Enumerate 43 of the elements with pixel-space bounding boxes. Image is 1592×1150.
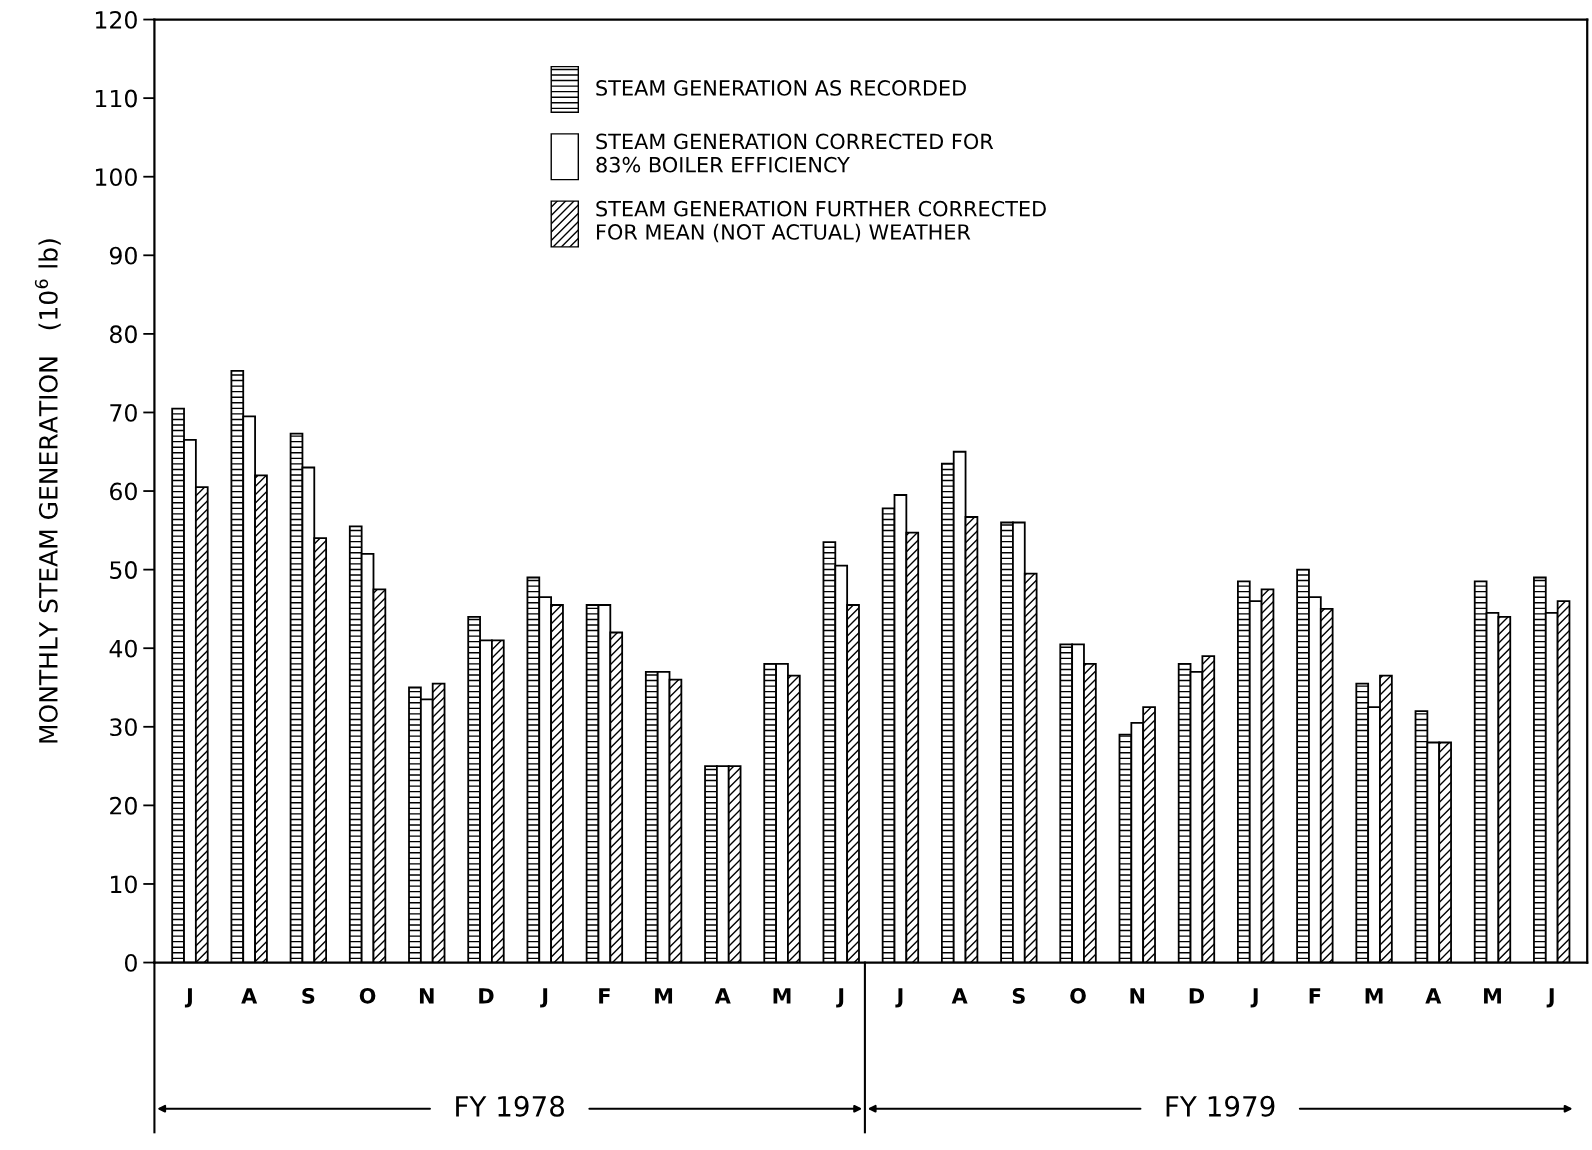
y-tick-label: 30 [110, 718, 137, 737]
x-tick-label: S [1012, 987, 1025, 1004]
y-tick-label: 50 [110, 561, 137, 579]
x-tick-label: N [419, 988, 434, 1004]
x-tick-label: S [302, 987, 315, 1004]
legend-label: STEAM GENERATION AS RECORDED [596, 80, 966, 96]
x-tick-label: M [655, 988, 673, 1004]
x-tick-label: F [1309, 988, 1321, 1004]
x-tick-label: D [479, 988, 494, 1004]
y-tick-label: 80 [110, 325, 137, 344]
x-tick-label: A [714, 988, 731, 1004]
y-tick-label: 90 [109, 246, 137, 265]
x-tick-label: J [1250, 988, 1258, 1008]
x-tick-label: O [359, 987, 376, 1004]
legend-label: STEAM GENERATION FURTHER CORRECTED FOR MEAN (NOT ACTUAL) WEATHER [596, 200, 1046, 243]
y-tick-label: 110 [95, 89, 137, 108]
x-tick-label: J [184, 988, 192, 1008]
x-tick-label: N [1130, 988, 1145, 1004]
x-tick-label: J [836, 988, 844, 1008]
y-tick-label: 20 [110, 796, 137, 815]
x-tick-label: M [773, 988, 791, 1004]
y-axis-title: MONTHLY STEAM GENERATION (10$^{6}$ lb) [34, 239, 61, 743]
y-tick-label: 120 [95, 11, 137, 29]
y-tick-label: 40 [109, 639, 137, 658]
y-tick-label: 100 [95, 168, 137, 187]
x-tick-label: J [895, 988, 903, 1008]
y-tick-label: 70 [110, 403, 137, 422]
text: FY 1978 [456, 1095, 564, 1117]
y-tick-label: 10 [111, 875, 137, 894]
x-tick-label: M [1484, 988, 1501, 1004]
y-tick-label: 0 [124, 954, 137, 972]
x-tick-label: J [1546, 988, 1554, 1008]
x-tick-label: A [951, 988, 968, 1004]
x-tick-label: M [1365, 988, 1383, 1004]
text: FY 1979 [1166, 1095, 1275, 1117]
x-tick-label: A [241, 988, 258, 1004]
x-tick-label: A [1425, 988, 1442, 1004]
x-tick-label: F [599, 988, 610, 1004]
x-tick-label: O [1070, 987, 1086, 1004]
y-tick-label: 60 [110, 482, 137, 501]
x-tick-label: J [540, 988, 548, 1008]
x-tick-label: D [1189, 988, 1205, 1004]
legend-label: STEAM GENERATION CORRECTED FOR 83% BOILER EFFICIENCY [596, 133, 994, 173]
